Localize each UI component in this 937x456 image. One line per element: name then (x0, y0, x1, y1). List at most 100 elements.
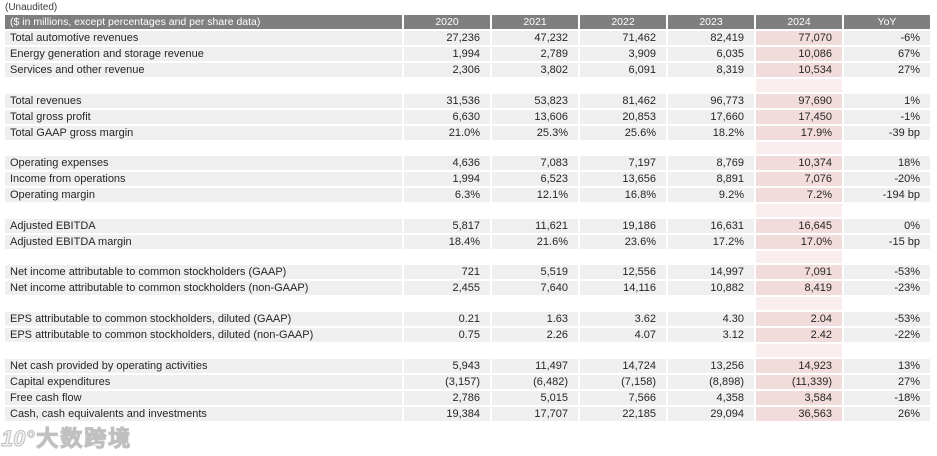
cell-2022: 16.8% (578, 188, 666, 205)
spacer-cell (402, 204, 490, 219)
spacer-cell (578, 141, 666, 157)
cell-2022: 13,656 (578, 172, 666, 189)
spacer-cell (490, 79, 578, 94)
cell-2021: 7,083 (490, 156, 578, 173)
table-row: Total automotive revenues 27,236 47,232 71,… (5, 31, 930, 47)
table-body: Total automotive revenues 27,236 47,232 71,… (5, 31, 930, 423)
cell-2020: 1,994 (402, 172, 490, 189)
cell-2020: 5,943 (402, 358, 490, 375)
cell-2021: 11,497 (490, 358, 578, 375)
spacer-cell (842, 297, 930, 312)
table-row: Net income attributable to common stockh… (5, 265, 930, 282)
cell-2024: 2.42 (754, 327, 842, 344)
cell-2023: 4,358 (666, 390, 754, 407)
cell-2023: 10,882 (666, 281, 754, 298)
cell-2022: 3.62 (578, 311, 666, 328)
cell-yoy: 0% (842, 218, 930, 235)
row-label: EPS attributable to common stockholders,… (5, 327, 402, 344)
cell-yoy: -194 bp (842, 188, 930, 205)
spacer-cell (5, 204, 402, 219)
spacer-cell (490, 250, 578, 266)
cell-2024: 17.0% (754, 234, 842, 251)
cell-2021: (6,482) (490, 374, 578, 391)
table-row: Cash, cash equivalents and investments 19… (5, 406, 930, 423)
cell-2021: 12.1% (490, 188, 578, 205)
cell-2021: 5,519 (490, 265, 578, 282)
cell-2023: 82,419 (666, 31, 754, 47)
cell-2020: 2,455 (402, 281, 490, 298)
cell-2024: 3,584 (754, 390, 842, 407)
cell-yoy: -6% (842, 31, 930, 47)
cell-2021: 47,232 (490, 31, 578, 47)
cell-yoy: 1% (842, 93, 930, 110)
cell-2021: 7,640 (490, 281, 578, 298)
spacer-cell (402, 79, 490, 94)
spacer-cell (578, 79, 666, 94)
row-label: Energy generation and storage revenue (5, 47, 402, 63)
row-label: Free cash flow (5, 390, 402, 407)
row-label: Net income attributable to common stockh… (5, 265, 402, 282)
spacer-cell (578, 204, 666, 219)
table-row: Free cash flow 2,786 5,015 7,566 4,358 3,584-… (5, 390, 930, 407)
cell-2024: 7,076 (754, 172, 842, 189)
cell-yoy: 27% (842, 374, 930, 391)
row-label: Income from operations (5, 172, 402, 189)
cell-2024: 77,070 (754, 31, 842, 47)
spacer-cell (578, 250, 666, 266)
cell-2023: 3.12 (666, 327, 754, 344)
row-label: Operating expenses (5, 156, 402, 173)
cell-2020: 0.75 (402, 327, 490, 344)
header-col-2022: 2022 (578, 15, 666, 31)
header-col-2020: 2020 (402, 15, 490, 31)
cell-2020: 1,994 (402, 47, 490, 63)
cell-2021: 53,823 (490, 93, 578, 110)
cell-yoy: 26% (842, 406, 930, 423)
cell-2023: 8,769 (666, 156, 754, 173)
cell-2020: 27,236 (402, 31, 490, 47)
spacer-cell (666, 297, 754, 312)
row-label: EPS attributable to common stockholders,… (5, 311, 402, 328)
spacer-cell (490, 343, 578, 359)
cell-2021: 17,707 (490, 406, 578, 423)
spacer-cell (578, 297, 666, 312)
cell-2020: 31,536 (402, 93, 490, 110)
cell-yoy: -53% (842, 311, 930, 328)
cell-2021: 11,621 (490, 218, 578, 235)
cell-yoy: -22% (842, 327, 930, 344)
cell-2022: 4.07 (578, 327, 666, 344)
header-col-2021: 2021 (490, 15, 578, 31)
spacer-cell (402, 141, 490, 157)
financial-summary-table: ($ in millions, except percentages and p… (5, 15, 930, 423)
cell-2024: 14,923 (754, 358, 842, 375)
row-label: Services and other revenue (5, 63, 402, 79)
table-row: Net cash provided by operating activitie… (5, 358, 930, 375)
cell-2024: 7.2% (754, 188, 842, 205)
cell-2022: 14,116 (578, 281, 666, 298)
cell-2022: 25.6% (578, 125, 666, 142)
cell-2023: 16,631 (666, 218, 754, 235)
cell-yoy: -39 bp (842, 125, 930, 142)
cell-yoy: -18% (842, 390, 930, 407)
cell-2020: 21.0% (402, 125, 490, 142)
header-col-2023: 2023 (666, 15, 754, 31)
cell-2021: 1.63 (490, 311, 578, 328)
cell-yoy: 18% (842, 156, 930, 173)
cell-2021: 3,802 (490, 63, 578, 79)
table-row: Total revenues 31,536 53,823 81,462 96,773 97… (5, 93, 930, 110)
spacer-cell (666, 79, 754, 94)
spacer-cell (5, 297, 402, 312)
cell-2023: 6,035 (666, 47, 754, 63)
cell-2024: 7,091 (754, 265, 842, 282)
cell-yoy: -1% (842, 109, 930, 126)
row-label: Operating margin (5, 188, 402, 205)
spacer-row (5, 297, 930, 312)
spacer-row (5, 204, 930, 219)
cell-2020: 5,817 (402, 218, 490, 235)
cell-2021: 6,523 (490, 172, 578, 189)
table-row: Net income attributable to common stockh… (5, 281, 930, 298)
cell-2024: 36,563 (754, 406, 842, 423)
cell-2020: (3,157) (402, 374, 490, 391)
watermark: 10°大数跨境 (0, 421, 132, 453)
cell-2024: 2.04 (754, 311, 842, 328)
spacer-row (5, 79, 930, 94)
